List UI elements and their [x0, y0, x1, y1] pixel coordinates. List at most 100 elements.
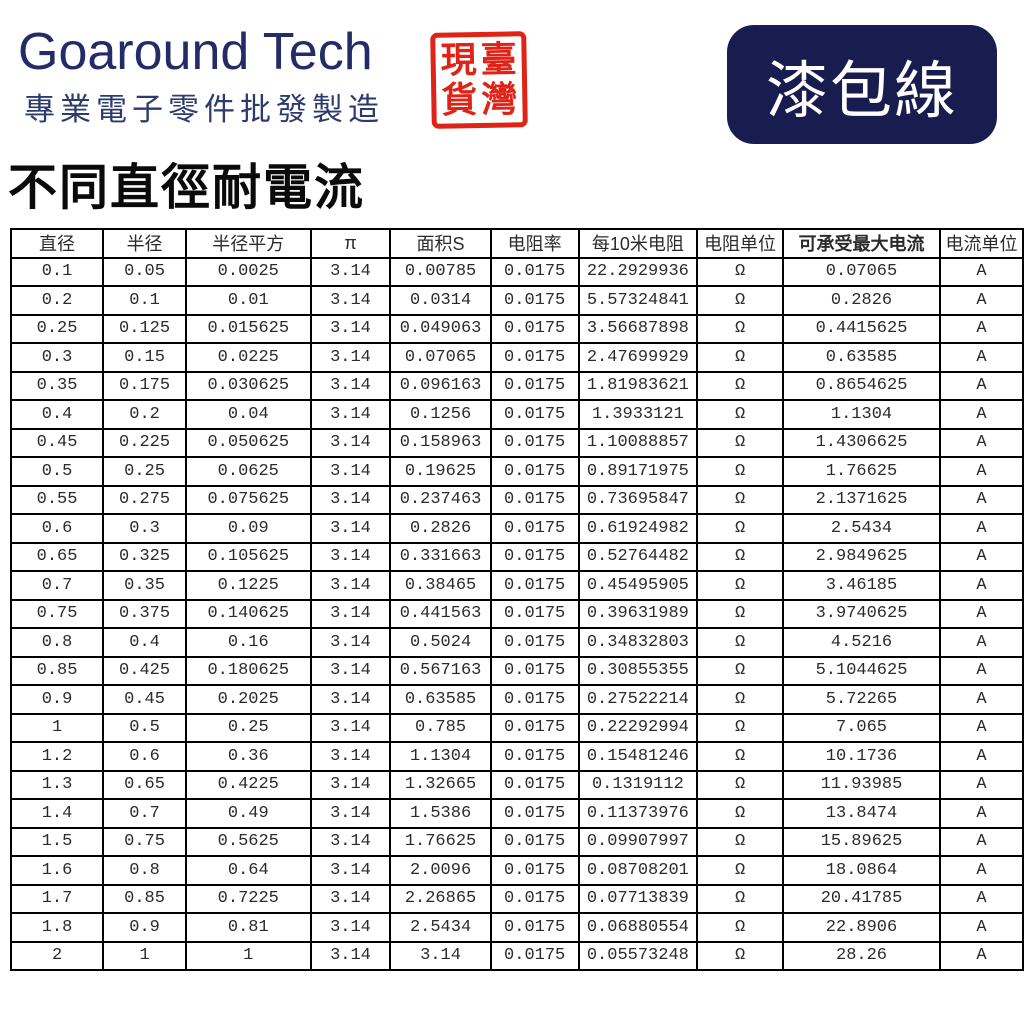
table-cell: 1.1304: [389, 741, 492, 772]
table-cell: Ω: [696, 798, 785, 829]
table-cell: 0.63585: [782, 342, 941, 373]
table-cell: A: [938, 570, 1024, 601]
table-cell: Ω: [696, 427, 785, 458]
table-cell: 0.0175: [489, 313, 580, 344]
table-cell: 5.72265: [782, 684, 941, 715]
wire-current-spec-table: 直径 半径 半径平方 π 面积S 电阻率 每10米电阻 电阻单位 可承受最大电流 电流单位 0.1…: [9, 228, 1024, 971]
table-cell: 0.8: [102, 855, 188, 886]
table-row: 1.3 0.65 0.4225 3.14 1.32665 0.0175 0.1319112 Ω…: [9, 769, 1024, 800]
table-cell: 0.7225: [185, 883, 312, 914]
table-cell: 0.1256: [389, 399, 492, 430]
table-row: 0.4 0.2 0.04 3.14 0.1256 0.0175 1.3933121 Ω 1.13…: [9, 399, 1024, 430]
table-cell: 18.0864: [782, 855, 941, 886]
table-cell: 0.049063: [389, 313, 492, 344]
table-row: 1.7 0.85 0.7225 3.14 2.26865 0.0175 0.07713839…: [9, 883, 1024, 914]
table-cell: 0.04: [185, 399, 312, 430]
table-cell: 1.32665: [389, 769, 492, 800]
table-cell: 5.1044625: [782, 655, 941, 686]
table-cell: A: [938, 798, 1024, 829]
table-cell: 0.015625: [185, 313, 312, 344]
table-cell: Ω: [696, 570, 785, 601]
table-cell: 3.14: [309, 570, 392, 601]
table-row: 0.2 0.1 0.01 3.14 0.0314 0.0175 5.57324841 Ω 0.2…: [9, 285, 1024, 316]
table-row: 0.75 0.375 0.140625 3.14 0.441563 0.0175 0.396…: [9, 598, 1024, 629]
table-cell: 2.0096: [389, 855, 492, 886]
table-cell: 2.5434: [389, 912, 492, 943]
table-cell: 0.2826: [782, 285, 941, 316]
column-header-3: 半径平方: [185, 228, 312, 259]
table-cell: 1.76625: [782, 456, 941, 487]
table-cell: 2.1371625: [782, 484, 941, 515]
table-cell: Ω: [696, 541, 785, 572]
table-cell: Ω: [696, 627, 785, 658]
table-cell: 0.0175: [489, 741, 580, 772]
table-cell: Ω: [696, 342, 785, 373]
table-cell: 1.76625: [389, 826, 492, 857]
table-cell: 0.0175: [489, 627, 580, 658]
table-cell: 0.0175: [489, 370, 580, 401]
table-cell: 0.05: [102, 256, 188, 287]
table-cell: A: [938, 826, 1024, 857]
table-cell: 0.1225: [185, 570, 312, 601]
table-row: 2 1 1 3.14 3.14 0.0175 0.05573248 Ω 28.26 A: [9, 940, 1024, 971]
table-cell: 3.14: [309, 427, 392, 458]
table-cell: Ω: [696, 741, 785, 772]
table-header-row: 直径 半径 半径平方 π 面积S 电阻率 每10米电阻 电阻单位 可承受最大电流 电流单位: [9, 228, 1024, 259]
table-cell: 0.3: [9, 342, 105, 373]
table-cell: 0.0175: [489, 883, 580, 914]
table-cell: 0.09907997: [577, 826, 699, 857]
table-cell: 0.65: [102, 769, 188, 800]
table-cell: 0.275: [102, 484, 188, 515]
table-cell: A: [938, 399, 1024, 430]
table-cell: 0.0175: [489, 769, 580, 800]
table-row: 0.35 0.175 0.030625 3.14 0.096163 0.0175 1.819…: [9, 370, 1024, 401]
table-cell: 0.105625: [185, 541, 312, 572]
table-cell: 0.180625: [185, 655, 312, 686]
table-cell: 0.16: [185, 627, 312, 658]
table-row: 1.6 0.8 0.64 3.14 2.0096 0.0175 0.08708201 Ω 18.…: [9, 855, 1024, 886]
brand-tagline: 專業電子零件批發製造: [24, 92, 384, 127]
table-cell: 0.0175: [489, 826, 580, 857]
table-row: 0.65 0.325 0.105625 3.14 0.331663 0.0175 0.527…: [9, 541, 1024, 572]
product-category-badge: 漆包線: [727, 25, 997, 144]
table-cell: 3.46185: [782, 570, 941, 601]
table-cell: 3.14: [309, 855, 392, 886]
table-cell: 0.0175: [489, 570, 580, 601]
table-cell: 0.5: [102, 712, 188, 743]
table-cell: 3.14: [389, 940, 492, 971]
table-cell: 1: [185, 940, 312, 971]
table-cell: 0.89171975: [577, 456, 699, 487]
table-cell: A: [938, 456, 1024, 487]
table-cell: 0.36: [185, 741, 312, 772]
table-cell: 0.375: [102, 598, 188, 629]
table-cell: 0.5024: [389, 627, 492, 658]
table-cell: A: [938, 883, 1024, 914]
table-cell: 0.25: [185, 712, 312, 743]
table-cell: 0.325: [102, 541, 188, 572]
table-cell: 0.0175: [489, 684, 580, 715]
table-row: 0.55 0.275 0.075625 3.14 0.237463 0.0175 0.736…: [9, 484, 1024, 515]
table-cell: 0.61924982: [577, 513, 699, 544]
table-cell: 0.8: [9, 627, 105, 658]
table-cell: 4.5216: [782, 627, 941, 658]
table-row: 1.4 0.7 0.49 3.14 1.5386 0.0175 0.11373976 Ω 13.…: [9, 798, 1024, 829]
table-cell: 0.09: [185, 513, 312, 544]
table-cell: 1.8: [9, 912, 105, 943]
table-cell: 0.5: [9, 456, 105, 487]
table-cell: 0.4225: [185, 769, 312, 800]
table-cell: 0.73695847: [577, 484, 699, 515]
table-cell: 1.10088857: [577, 427, 699, 458]
table-cell: 1.81983621: [577, 370, 699, 401]
table-cell: 0.0225: [185, 342, 312, 373]
column-header-1: 直径: [9, 228, 105, 259]
table-cell: 22.8906: [782, 912, 941, 943]
table-cell: 0.6: [102, 741, 188, 772]
table-row: 0.85 0.425 0.180625 3.14 0.567163 0.0175 0.308…: [9, 655, 1024, 686]
table-cell: 3.14: [309, 541, 392, 572]
table-cell: 0.0175: [489, 798, 580, 829]
taiwan-stock-stamp: 臺 灣 現 貨: [430, 31, 528, 129]
table-cell: 0.08708201: [577, 855, 699, 886]
stamp-char: 現: [440, 39, 478, 81]
table-cell: 0.0175: [489, 912, 580, 943]
table-cell: 3.14: [309, 370, 392, 401]
